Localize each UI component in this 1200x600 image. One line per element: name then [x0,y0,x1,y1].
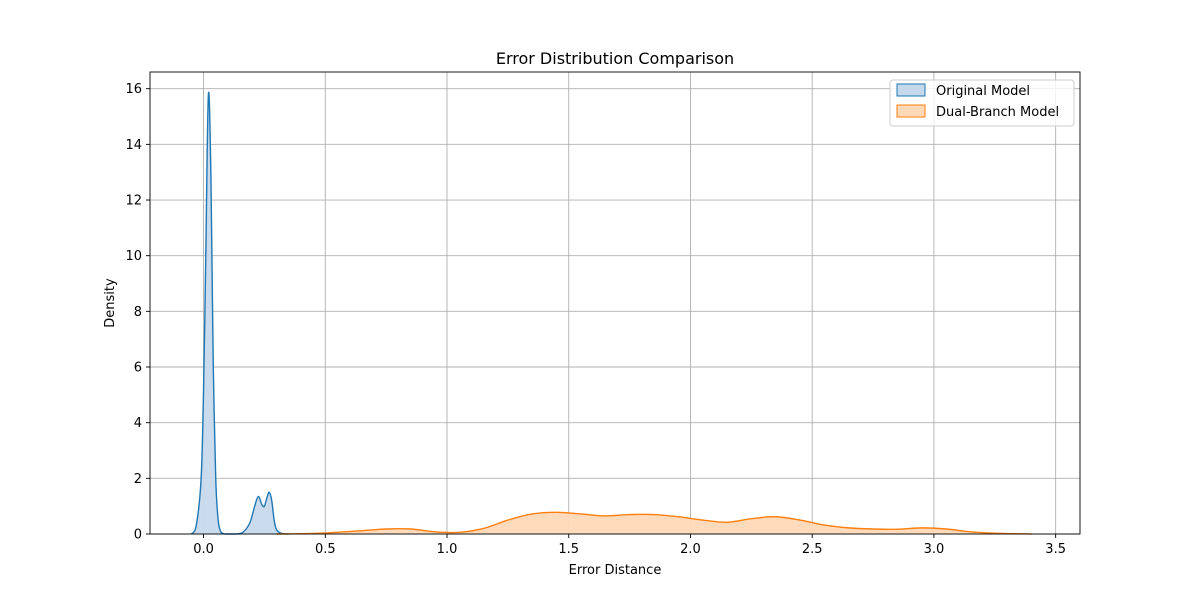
chart-title: Error Distribution Comparison [496,49,734,68]
x-tick-label: 2.0 [680,542,701,557]
legend-swatch-dual-branch-model [896,104,926,118]
y-tick-label: 2 [134,472,142,487]
density-line-dual-branch-model [276,511,1032,535]
y-axis-title: Density [103,278,118,328]
density-area-dual-branch-model [276,512,1032,534]
legend-label-original-model: Original Model [936,84,1030,99]
density-area-original-model [191,92,289,534]
x-axis: 0.0 0.5 1.0 1.5 2.0 2.5 3.0 3.5 [193,534,1066,557]
legend: Original Model Dual-Branch Model [889,79,1075,127]
y-tick-label: 16 [125,82,142,97]
y-tick-label: 8 [134,305,142,320]
x-tick-label: 2.5 [802,542,823,557]
y-tick-label: 4 [134,416,142,431]
y-tick-label: 0 [134,528,142,543]
legend-swatch-original-model [896,83,926,97]
plot-frame [149,71,1081,535]
y-tick-label: 12 [125,194,142,209]
y-axis: 0 2 4 6 8 10 12 14 16 [125,82,150,543]
legend-box [889,79,1075,127]
x-tick-label: 0.5 [315,542,336,557]
x-tick-label: 0.0 [193,542,214,557]
y-tick-label: 14 [125,138,142,153]
legend-label-dual-branch-model: Dual-Branch Model [936,105,1059,120]
y-tick-label: 6 [134,361,142,376]
x-tick-label: 1.0 [437,542,458,557]
x-tick-label: 3.0 [924,542,945,557]
y-tick-label: 10 [125,249,142,264]
x-tick-label: 3.5 [1045,542,1066,557]
x-axis-title: Error Distance [569,563,662,578]
x-tick-label: 1.5 [558,542,579,557]
